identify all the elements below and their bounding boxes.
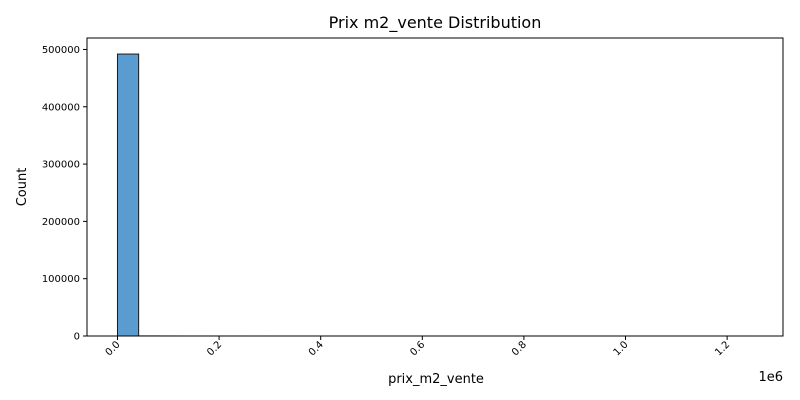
x-tick-label: 0.8 [510,339,529,358]
x-tick-label: 0.4 [307,339,326,358]
y-axis-ticks: 0 100000 200000 300000 400000 500000 [42,45,87,343]
x-tick-label: 0.0 [104,339,123,358]
y-axis-label: Count [15,168,30,207]
x-axis-offset-label: 1e6 [758,370,783,385]
x-tick-label: 1.0 [612,339,631,358]
y-tick-label: 0 [74,332,80,343]
y-tick-label: 400000 [42,102,80,113]
y-tick-label: 200000 [42,217,80,228]
chart-title: Prix m2_vente Distribution [329,13,542,33]
y-tick-label: 500000 [42,45,80,56]
y-tick-label: 300000 [42,160,80,171]
x-axis-label: prix_m2_vente [388,372,484,387]
plot-frame [86,37,784,337]
x-tick-label: 0.2 [205,339,224,358]
x-axis-ticks: 0.0 0.2 0.4 0.6 0.8 1.0 1.2 [104,336,732,358]
histogram-bar [116,53,140,337]
bars-group [116,53,754,337]
y-tick-label: 100000 [42,274,80,285]
x-tick-label: 0.6 [408,339,427,358]
x-tick-label: 1.2 [713,339,732,358]
